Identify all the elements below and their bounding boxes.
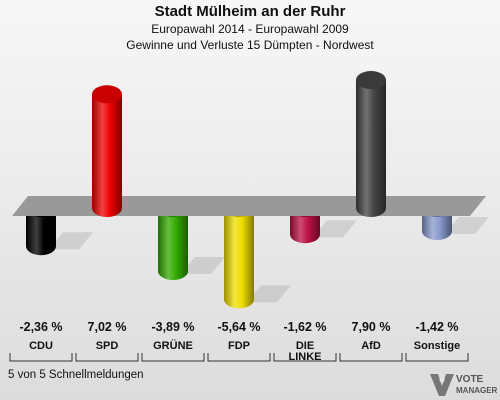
bar-cap xyxy=(356,71,386,90)
category-label: FDP xyxy=(228,340,250,352)
vote-manager-logo: VOTE MANAGER xyxy=(430,374,498,396)
bar-die-linke xyxy=(290,208,320,244)
bar-shadow xyxy=(247,285,291,303)
chart-subtitle-1: Europawahl 2014 - Europawahl 2009 xyxy=(151,22,349,36)
category-label: AfD xyxy=(361,340,381,352)
value-label: -1,42 % xyxy=(415,320,458,334)
value-label: -3,89 % xyxy=(151,320,194,334)
value-label: 7,02 % xyxy=(88,320,127,334)
category-bracket xyxy=(339,353,403,362)
category-label: Sonstige xyxy=(414,340,460,352)
category-bracket xyxy=(141,353,205,362)
value-label: -1,62 % xyxy=(283,320,326,334)
logo-line2: MANAGER xyxy=(456,386,498,395)
chart-subtitle-2: Gewinne und Verluste 15 Dümpten - Nordwe… xyxy=(126,38,374,52)
category-bracket xyxy=(207,353,271,362)
category-label: DIE xyxy=(296,340,314,352)
category-bracket xyxy=(75,353,139,362)
bar-fdp xyxy=(224,208,254,309)
value-label: 7,90 % xyxy=(352,320,391,334)
value-label: -2,36 % xyxy=(19,320,62,334)
category-bracket xyxy=(405,353,469,362)
bar-cap xyxy=(92,85,122,104)
category-label: GRÜNE xyxy=(153,339,193,352)
chart-title: Stadt Mülheim an der Ruhr xyxy=(154,3,346,20)
bar-gr-ne xyxy=(158,208,188,281)
bar-shadow xyxy=(313,220,357,238)
bar-cdu xyxy=(26,208,56,256)
logo-line1: VOTE xyxy=(456,374,484,385)
category-label: CDU xyxy=(29,340,53,352)
bar-shadow xyxy=(445,217,489,235)
category-label: SPD xyxy=(96,340,119,352)
zero-plane xyxy=(12,196,486,216)
category-bracket xyxy=(9,353,73,362)
bar-shadow xyxy=(49,232,93,250)
bar-spd xyxy=(92,94,122,217)
category-label: LINKE xyxy=(289,351,322,363)
footer-note: 5 von 5 Schnellmeldungen xyxy=(8,369,144,381)
bar-afd xyxy=(356,80,386,218)
bar-shadow xyxy=(181,257,225,275)
value-label: -5,64 % xyxy=(217,320,260,334)
category-bracket xyxy=(273,353,337,362)
bar-sonstige xyxy=(422,208,452,241)
